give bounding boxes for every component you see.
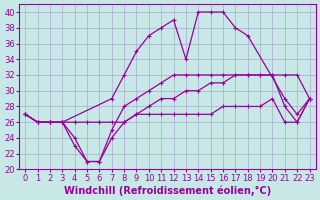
X-axis label: Windchill (Refroidissement éolien,°C): Windchill (Refroidissement éolien,°C) xyxy=(64,185,271,196)
